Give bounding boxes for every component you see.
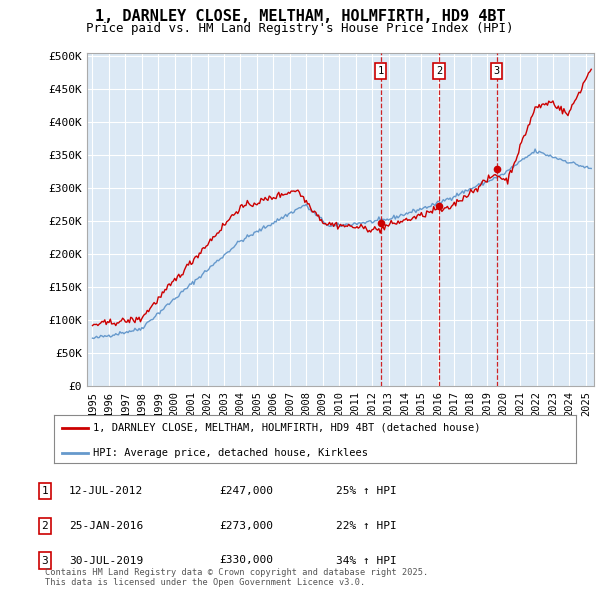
Text: £247,000: £247,000 [219, 486, 273, 496]
Text: 12-JUL-2012: 12-JUL-2012 [69, 486, 143, 496]
Text: 22% ↑ HPI: 22% ↑ HPI [336, 522, 397, 531]
Text: Contains HM Land Registry data © Crown copyright and database right 2025.
This d: Contains HM Land Registry data © Crown c… [45, 568, 428, 587]
Text: £273,000: £273,000 [219, 522, 273, 531]
Text: 34% ↑ HPI: 34% ↑ HPI [336, 556, 397, 565]
Text: 25% ↑ HPI: 25% ↑ HPI [336, 486, 397, 496]
Text: 1: 1 [41, 486, 49, 496]
Text: HPI: Average price, detached house, Kirklees: HPI: Average price, detached house, Kirk… [93, 447, 368, 457]
Text: 1, DARNLEY CLOSE, MELTHAM, HOLMFIRTH, HD9 4BT: 1, DARNLEY CLOSE, MELTHAM, HOLMFIRTH, HD… [95, 9, 505, 24]
Text: Price paid vs. HM Land Registry's House Price Index (HPI): Price paid vs. HM Land Registry's House … [86, 22, 514, 35]
Text: 2: 2 [436, 66, 442, 76]
Text: 3: 3 [493, 66, 500, 76]
Text: 25-JAN-2016: 25-JAN-2016 [69, 522, 143, 531]
Text: 30-JUL-2019: 30-JUL-2019 [69, 556, 143, 565]
Text: £330,000: £330,000 [219, 556, 273, 565]
Text: 1, DARNLEY CLOSE, MELTHAM, HOLMFIRTH, HD9 4BT (detached house): 1, DARNLEY CLOSE, MELTHAM, HOLMFIRTH, HD… [93, 423, 481, 433]
Text: 1: 1 [377, 66, 384, 76]
Text: 3: 3 [41, 556, 49, 565]
Text: 2: 2 [41, 522, 49, 531]
